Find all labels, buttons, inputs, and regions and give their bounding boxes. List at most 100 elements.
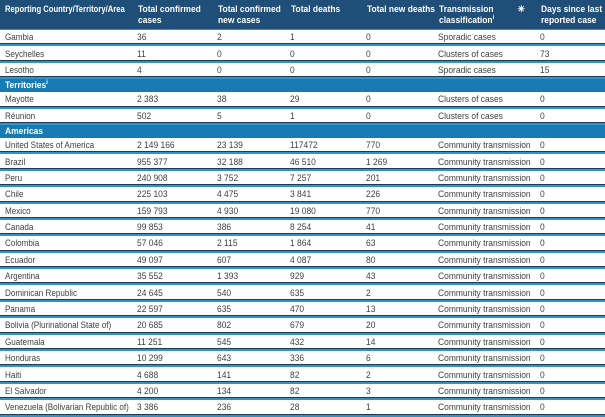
days-since-last-reported-case-cell: 0 [536,140,605,152]
transmission-classification-value: Community transmission [438,205,531,216]
country-cell: Chile [0,189,133,201]
total-deaths-value: 470 [290,304,305,315]
country-value: Mayotte [5,94,34,105]
days-since-last-reported-case-value: 0 [540,287,545,298]
transmission-classification-value: Community transmission [438,222,531,233]
transmission-classification-cell: Community transmission [434,238,536,250]
country-value: Venezuela (Bolivarian Republic of) [5,402,129,413]
total-new-deaths-cell: 0 [362,32,434,44]
total-deaths-cell: 82 [286,386,362,398]
total-new-deaths-value: 2 [366,287,371,298]
table-row: Mexico 159 793 4 930 19 080 770 Community tra… [0,203,605,221]
total-deaths-value: 82 [290,386,300,396]
total-confirmed-new-cases-cell: 4 475 [213,189,286,201]
total-deaths-cell: 432 [286,337,362,349]
total-confirmed-cases-value: 4 200 [137,386,159,396]
transmission-classification-cell: Community transmission [434,320,536,332]
total-new-deaths-value: 0 [366,64,371,75]
days-since-last-reported-case-cell: 0 [536,337,605,349]
header-label: Days since last reported case [541,4,603,25]
total-confirmed-cases-value: 35 552 [137,271,163,282]
total-deaths-cell: 1 864 [286,238,362,250]
transmission-classification-cell: Community transmission [434,271,536,283]
country-value: Haiti [5,369,22,380]
total-deaths-cell: 0 [286,65,362,77]
country-cell: Haiti [0,370,133,382]
total-deaths-value: 432 [290,336,305,347]
total-confirmed-new-cases-cell: 236 [213,402,286,414]
total-deaths-value: 28 [290,402,300,413]
country-cell: Mexico [0,206,133,218]
header-transmission-classification: Transmission classificationi ✳ [434,0,536,29]
total-confirmed-new-cases-value: 540 [217,287,232,298]
country-cell: Dominican Republic [0,288,133,300]
transmission-classification-cell: Sporadic cases [434,65,536,77]
transmission-classification-value: Community transmission [438,271,531,282]
days-since-last-reported-case-cell: 0 [536,386,605,398]
table-row: Honduras 10 299 643 336 6 Community transmiss… [0,351,605,368]
transmission-classification-cell: Community transmission [434,206,536,218]
table-row: Peru 240 908 3 752 7 257 201 Community transm… [0,170,605,188]
days-since-last-reported-case-cell: 0 [536,111,605,123]
total-confirmed-cases-cell: 4 688 [133,370,213,382]
header-total-confirmed-new-cases: Total confirmed new cases [213,0,286,29]
total-new-deaths-cell: 3 [362,386,434,398]
transmission-classification-cell: Community transmission [434,255,536,267]
total-new-deaths-cell: 6 [362,353,434,365]
days-since-last-reported-case-cell: 0 [536,32,605,44]
transmission-classification-cell: Community transmission [434,402,536,414]
total-confirmed-cases-cell: 22 597 [133,304,213,316]
total-confirmed-new-cases-cell: 643 [213,353,286,365]
total-confirmed-new-cases-cell: 134 [213,386,286,398]
total-confirmed-new-cases-cell: 141 [213,370,286,382]
table-row: Mayotte 2 383 38 29 0 Clusters of cases 0 [0,92,605,109]
days-since-last-reported-case-cell: 0 [536,320,605,332]
days-since-last-reported-case-cell: 0 [536,157,605,169]
days-since-last-reported-case-value: 0 [540,271,545,282]
footnote-marker: i [46,79,48,87]
footnote-marker: i [492,13,495,21]
total-new-deaths-value: 226 [366,189,381,200]
total-new-deaths-cell: 770 [362,206,434,218]
days-since-last-reported-case-value: 0 [540,94,545,105]
days-since-last-reported-case-value: 0 [540,386,545,396]
header-label: Transmission classificationi [439,4,495,25]
total-deaths-value: 8 254 [290,222,312,233]
total-confirmed-new-cases-cell: 2 [213,32,286,44]
country-cell: Bolivia (Plurinational State of) [0,320,133,332]
country-value: Panama [5,304,36,315]
days-since-last-reported-case-value: 0 [540,172,545,183]
days-since-last-reported-case-cell: 0 [536,94,605,106]
table-row: Guatemala 11 251 545 432 14 Community transmi… [0,334,605,352]
total-confirmed-new-cases-value: 0 [217,64,222,75]
table-row: Argentina 35 552 1 393 929 43 Community trans… [0,269,605,286]
total-deaths-value: 29 [290,94,300,105]
country-value: Dominican Republic [5,287,78,298]
total-confirmed-cases-value: 49 097 [137,254,163,265]
total-confirmed-cases-cell: 502 [133,111,213,123]
days-since-last-reported-case-cell: 0 [536,288,605,300]
transmission-classification-value: Sporadic cases [438,64,496,75]
total-confirmed-new-cases-cell: 635 [213,304,286,316]
total-confirmed-new-cases-value: 607 [217,254,232,265]
country-cell: Réunion [0,111,133,123]
table-row: Canada 99 853 386 8 254 41 Community transmis… [0,219,605,237]
total-confirmed-cases-value: 2 383 [137,94,159,105]
transmission-classification-cell: Community transmission [434,173,536,185]
total-confirmed-new-cases-cell: 0 [213,65,286,77]
total-confirmed-cases-cell: 11 [133,49,213,61]
country-value: Guatemala [5,336,45,347]
total-confirmed-cases-cell: 4 [133,65,213,77]
total-confirmed-new-cases-cell: 1 393 [213,271,286,283]
country-cell: Panama [0,304,133,316]
table-row: El Salvador 4 200 134 82 3 Community transmis… [0,383,605,401]
total-confirmed-cases-cell: 20 685 [133,320,213,332]
transmission-classification-cell: Community transmission [434,157,536,169]
total-confirmed-cases-cell: 3 386 [133,402,213,414]
total-deaths-cell: 28 [286,402,362,414]
total-deaths-cell: 3 841 [286,189,362,201]
days-since-last-reported-case-cell: 0 [536,353,605,365]
total-confirmed-new-cases-value: 635 [217,304,232,315]
total-new-deaths-value: 14 [366,336,376,347]
total-deaths-cell: 336 [286,353,362,365]
